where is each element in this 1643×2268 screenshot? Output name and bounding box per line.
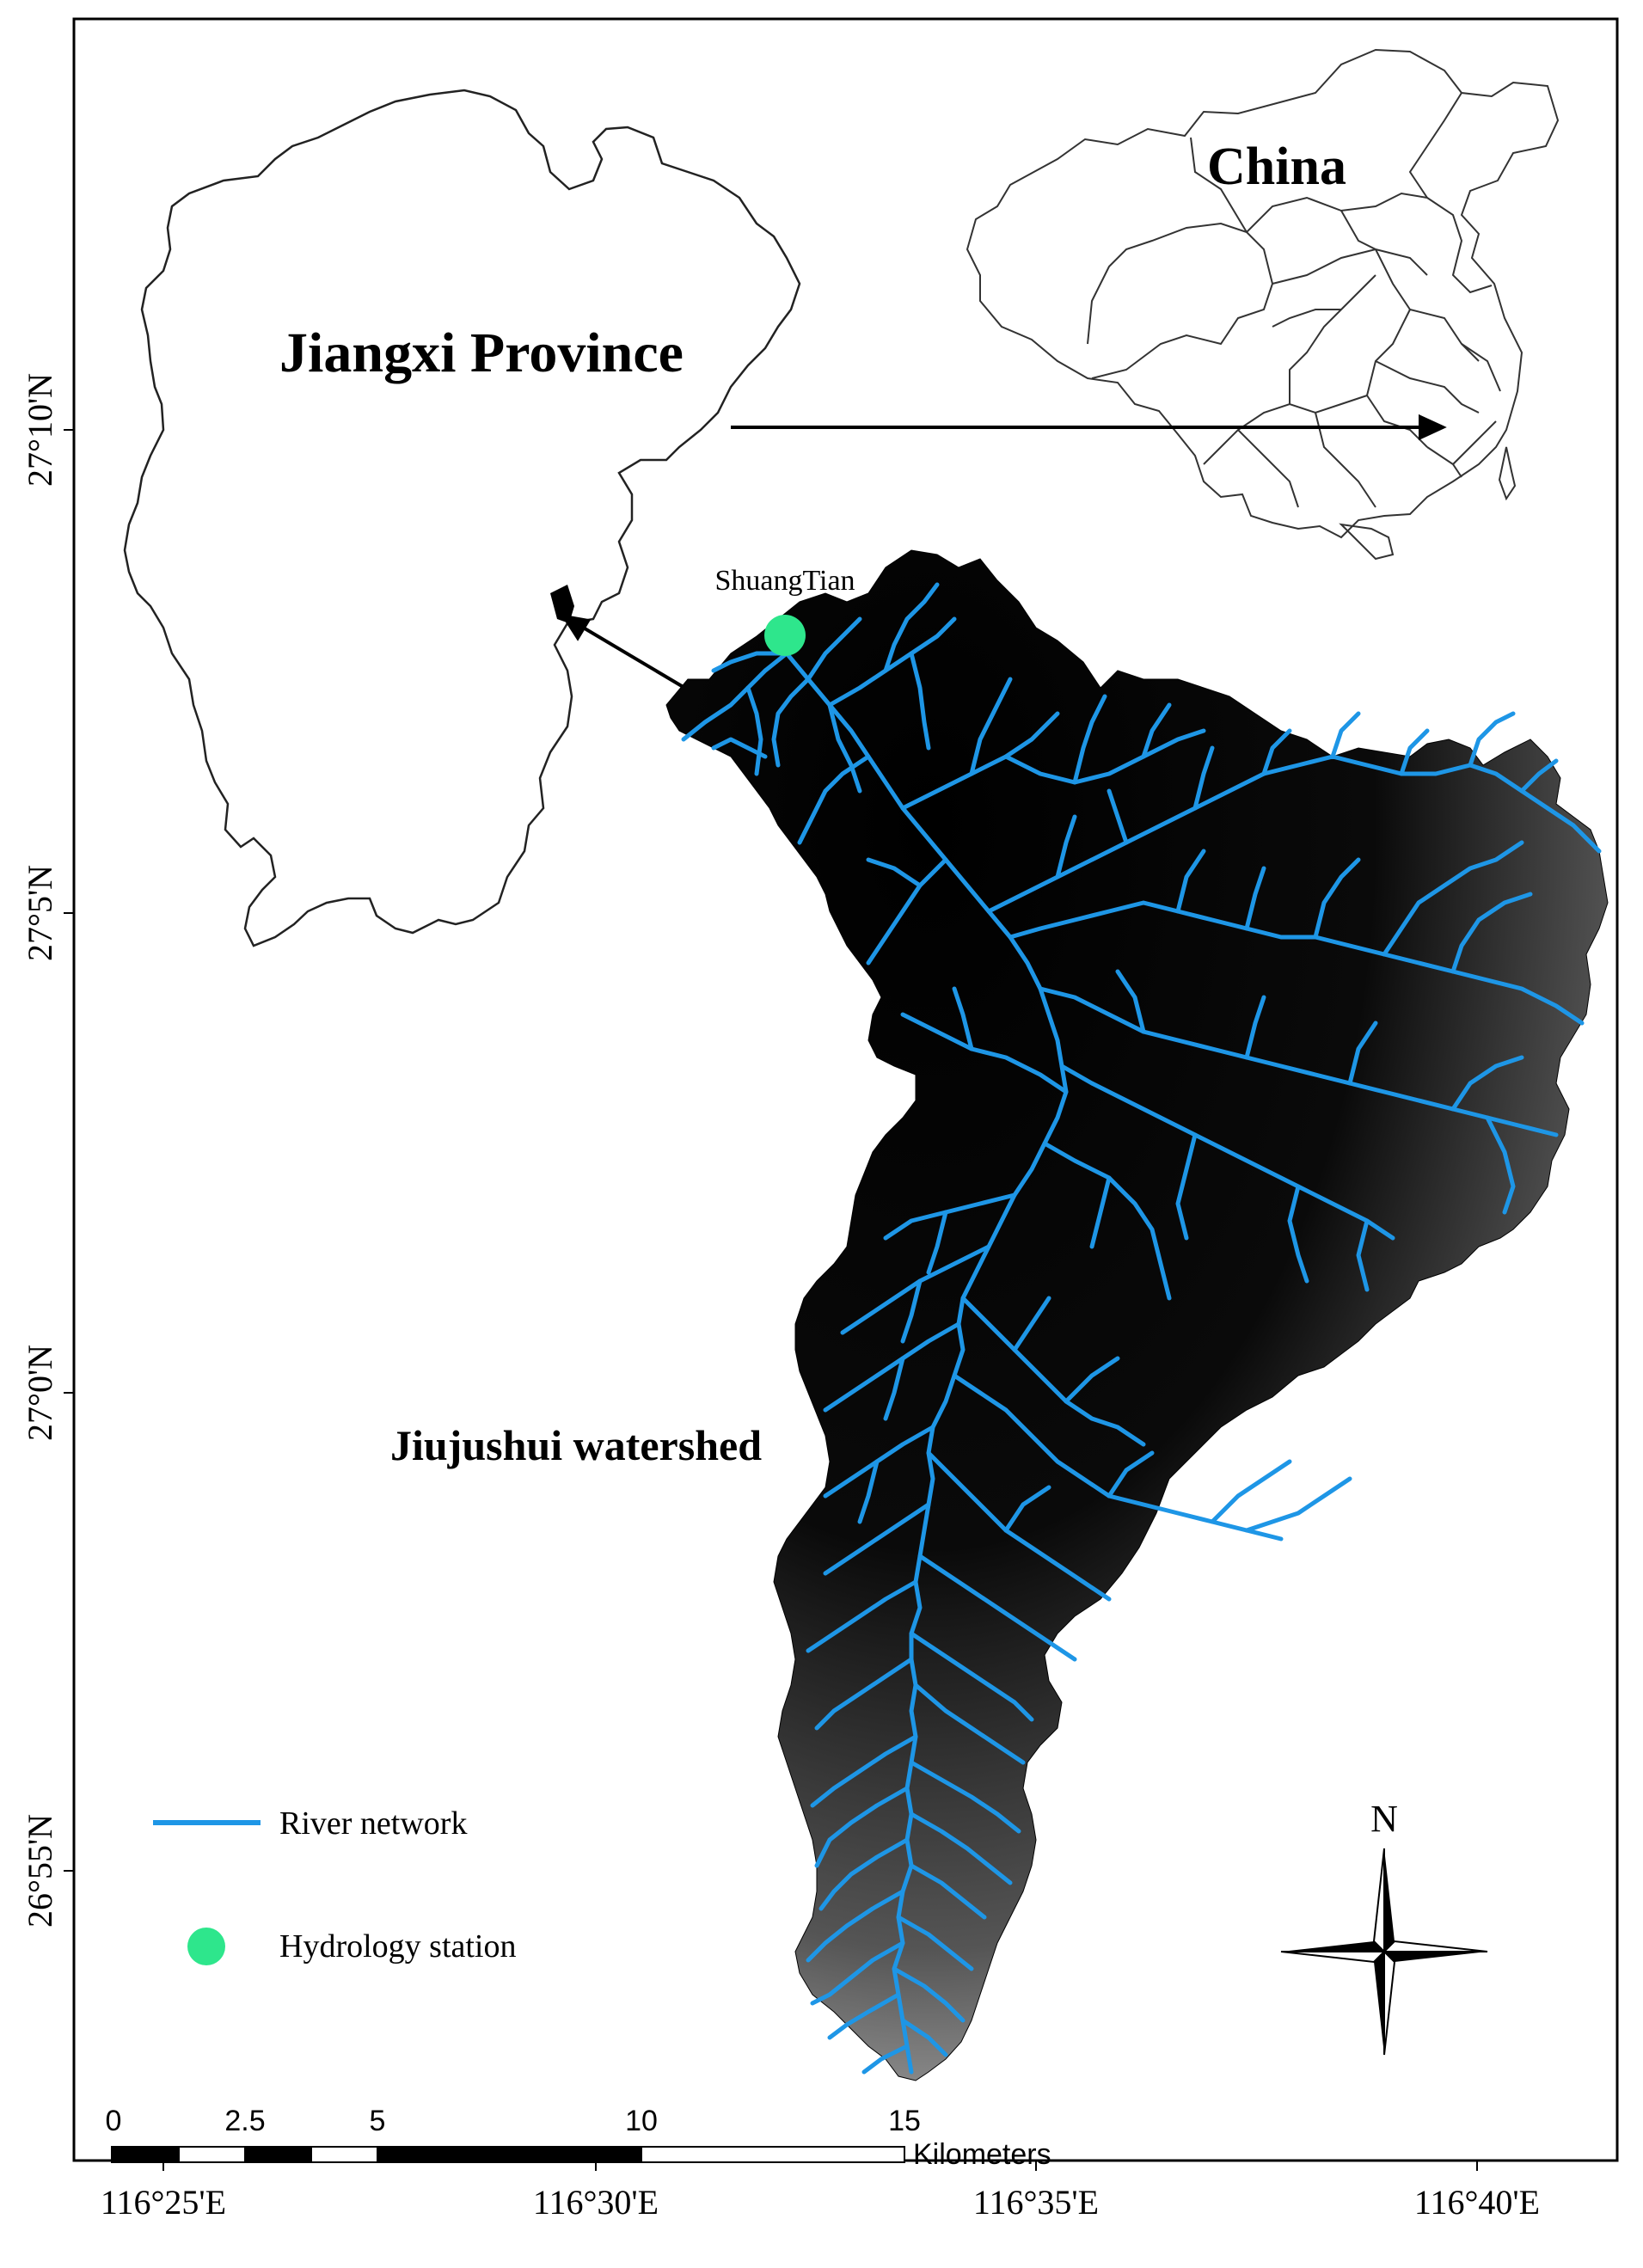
lat-label: 27°0'N (21, 1345, 59, 1441)
hydrology-station-marker (764, 615, 806, 656)
scale-tick-label: 2.5 (224, 2105, 265, 2137)
longitude-labels: 116°25'E 116°30'E 116°35'E 116°40'E (101, 2183, 1540, 2222)
lon-label: 116°35'E (973, 2183, 1099, 2222)
station-legend-label: Hydrology station (279, 1928, 516, 1965)
scale-bar: 0 2.5 5 10 15 Kilometers (106, 2105, 1051, 2171)
china-outline (966, 48, 1560, 561)
latitude-labels: 27°10'N 27°5'N 27°0'N 26°55'N (21, 373, 59, 1928)
latitude-ticks (64, 429, 74, 1872)
scale-unit-label: Kilometers (913, 2138, 1051, 2171)
lat-label: 27°5'N (21, 865, 59, 961)
river-network (681, 582, 1602, 2075)
lat-label: 26°55'N (21, 1814, 59, 1928)
north-arrow-icon: N (1280, 1798, 1488, 2056)
scale-tick-label: 15 (888, 2105, 921, 2137)
station-legend-swatch (187, 1928, 225, 1965)
legend: River network Hydrology station (153, 1805, 516, 1965)
inset-china-label: China (1207, 138, 1346, 196)
scale-tick-label: 5 (370, 2105, 386, 2137)
station-label: ShuangTian (714, 565, 855, 597)
lat-label: 27°10'N (21, 373, 59, 487)
watershed-label: Jiujushui watershed (390, 1421, 762, 1469)
lon-label: 116°25'E (101, 2183, 226, 2222)
jiangxi-outline (123, 89, 801, 947)
scale-tick-label: 10 (625, 2105, 658, 2137)
river-legend-label: River network (279, 1805, 467, 1842)
province-label: Jiangxi Province (279, 322, 684, 384)
lon-label: 116°30'E (533, 2183, 659, 2222)
north-label: N (1370, 1798, 1398, 1840)
scale-tick-label: 0 (106, 2105, 122, 2137)
lon-label: 116°40'E (1414, 2183, 1540, 2222)
